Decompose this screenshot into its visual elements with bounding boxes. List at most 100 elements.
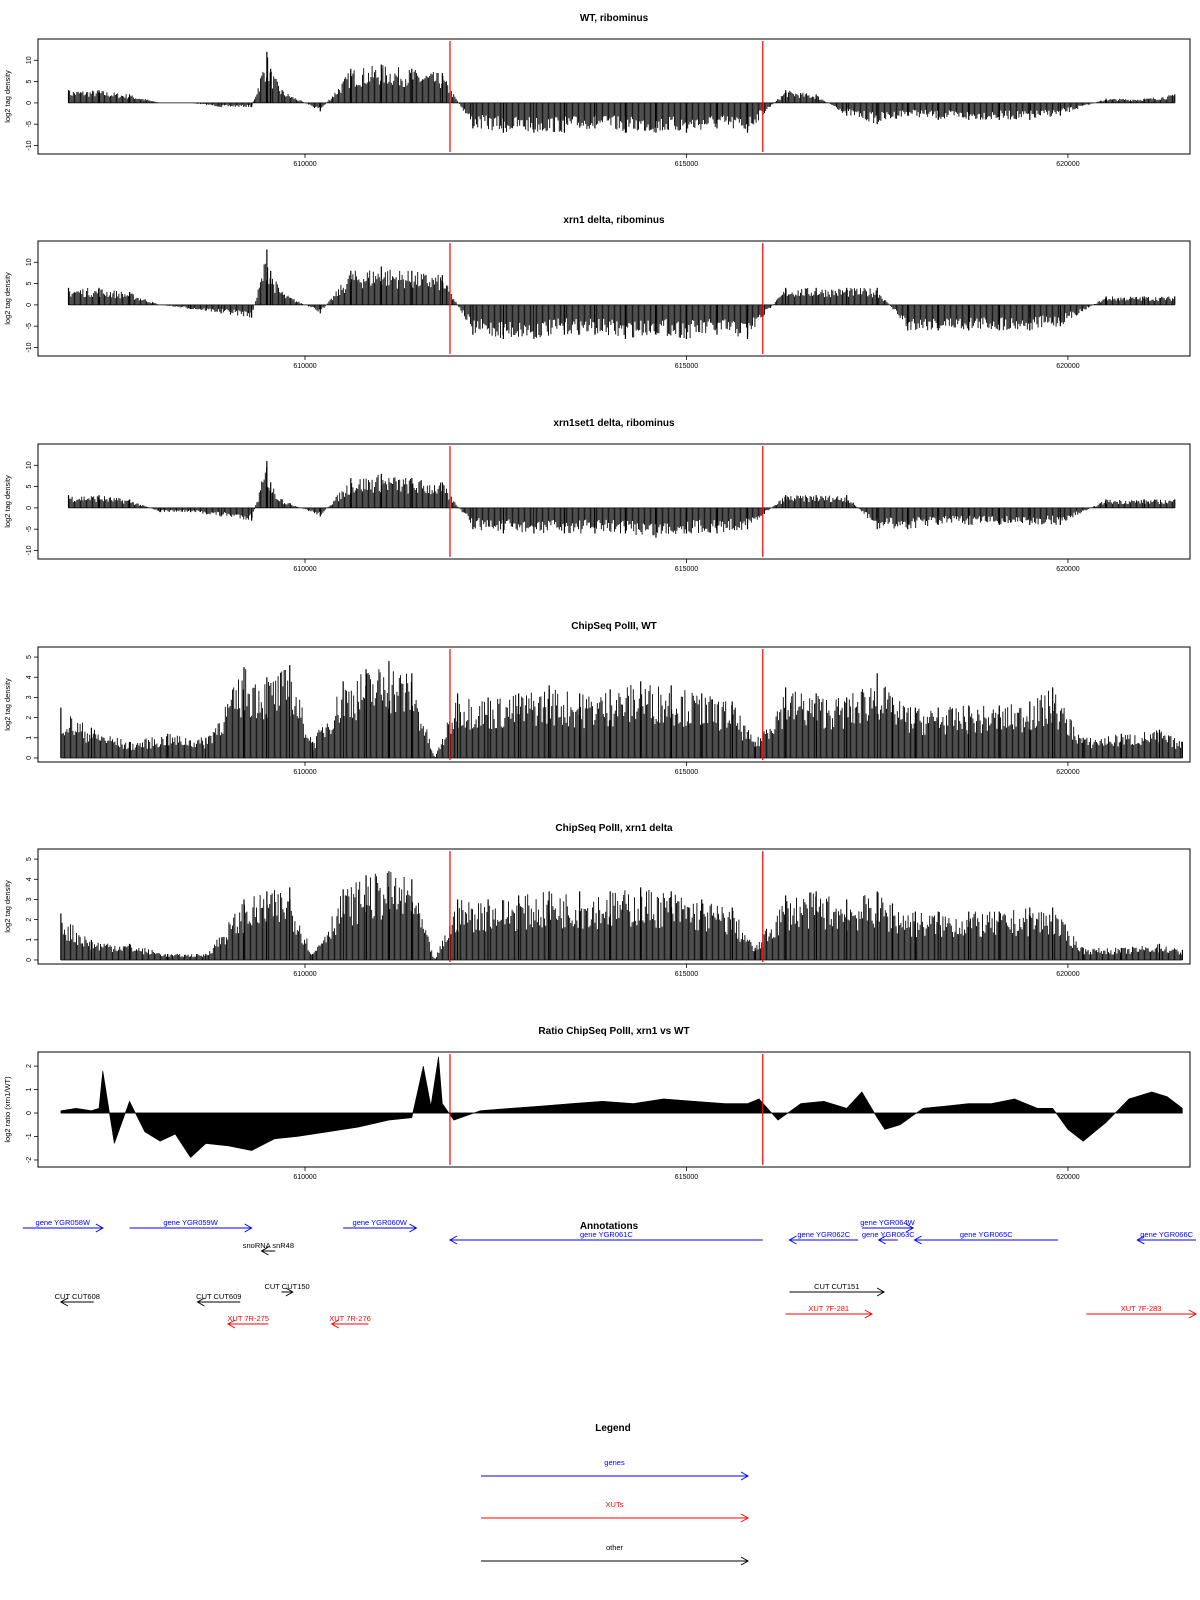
- annotation-label: CUT CUT608: [55, 1292, 100, 1301]
- arrow-head-right: [864, 1309, 873, 1319]
- plot-frame: [37, 848, 1191, 965]
- y-tick-label: -10: [26, 140, 33, 150]
- arrow-head-left: [196, 1297, 205, 1307]
- x-tick-label: 610000: [293, 1174, 316, 1181]
- annotation-label: CUT CUT150: [264, 1282, 309, 1291]
- y-tick-label: 5: [26, 857, 33, 861]
- chart-title: xrn1 delta, ribominus: [563, 215, 665, 226]
- legend-arrow-head: [740, 1471, 750, 1481]
- x-tick-label: 620000: [1056, 363, 1079, 370]
- chart-panel-6: Ratio ChipSeq PolII, xrn1 vs WT log2 rati…: [3, 1026, 1191, 1181]
- annotation-label: XUT 7R-276: [329, 1314, 371, 1323]
- annotation-label: gene YGR065C: [960, 1230, 1013, 1239]
- y-axis-label: log2 tag density: [3, 70, 12, 123]
- arrow-head-right: [1188, 1309, 1198, 1319]
- chart-panel-4: ChipSeq PolII, WT log2 tag density 0 1 2 3 4 5 6…: [3, 621, 1191, 776]
- plot-frame: [37, 1051, 1191, 1168]
- legend-arrow-head: [740, 1513, 750, 1523]
- y-tick-label: 1: [26, 1088, 33, 1092]
- chart-panel-5: ChipSeq PolII, xrn1 delta log2 tag densit…: [3, 823, 1191, 978]
- y-tick-label: 10: [26, 461, 33, 469]
- y-axis-label: log2 tag density: [3, 272, 12, 325]
- y-tick-label: -2: [26, 1157, 33, 1163]
- y-tick-label: -10: [26, 545, 33, 555]
- annotation-label: gene YGR063C: [862, 1230, 915, 1239]
- y-tick-label: 2: [26, 1064, 33, 1068]
- y-tick-label: 3: [26, 695, 33, 699]
- arrow-head-left: [330, 1319, 339, 1329]
- annotation-label: XUT 7F-283: [1121, 1304, 1162, 1313]
- x-tick-label: 615000: [675, 769, 698, 776]
- arrow-head-left: [877, 1235, 886, 1245]
- arrow-head-right: [244, 1223, 253, 1233]
- y-tick-label: 4: [26, 877, 33, 881]
- y-axis-label: log2 tag density: [3, 880, 12, 933]
- arrow-head-right: [409, 1223, 418, 1233]
- y-axis-label: log2 tag density: [3, 678, 12, 731]
- x-tick-label: 610000: [293, 161, 316, 168]
- annotations-track: Annotations gene YGR058W gene YGR059W gene…: [22, 1218, 1198, 1329]
- y-tick-label: -10: [26, 342, 33, 352]
- y-tick-label: 5: [26, 282, 33, 286]
- legend-label: XUTs: [606, 1500, 624, 1509]
- y-tick-label: 2: [26, 716, 33, 720]
- y-tick-label: -5: [26, 121, 33, 127]
- annotation-label: gene YGR059W: [163, 1218, 218, 1227]
- annotation-label: gene YGR064W: [860, 1218, 915, 1227]
- ratio-area: [60, 1056, 1183, 1159]
- y-tick-label: 3: [26, 897, 33, 901]
- annotation-label: XUT 7R-275: [227, 1314, 269, 1323]
- x-tick-label: 610000: [293, 971, 316, 978]
- y-tick-label: 0: [26, 756, 33, 760]
- annotation-label: gene YGR066C: [1140, 1230, 1193, 1239]
- annotation-label: gene YGR060W: [353, 1218, 408, 1227]
- y-tick-label: -5: [26, 526, 33, 532]
- annotation-label: CUT CUT609: [196, 1292, 241, 1301]
- chart-title: Ratio ChipSeq PolII, xrn1 vs WT: [538, 1026, 689, 1037]
- arrow-head-left: [1136, 1235, 1145, 1245]
- x-tick-label: 615000: [675, 1174, 698, 1181]
- y-tick-label: -5: [26, 323, 33, 329]
- arrow-head-left: [226, 1319, 236, 1329]
- annotations-title: Annotations: [580, 1221, 639, 1232]
- x-tick-label: 610000: [293, 363, 316, 370]
- y-tick-label: 10: [26, 56, 33, 64]
- arrow-head-left: [448, 1235, 458, 1245]
- annotation-label: gene YGR058W: [36, 1218, 91, 1227]
- y-tick-label: 1: [26, 736, 33, 740]
- legend-arrow-head: [740, 1556, 750, 1566]
- legend-title: Legend: [595, 1423, 631, 1434]
- x-tick-label: 615000: [675, 566, 698, 573]
- annotation-label: XUT 7F-281: [808, 1304, 849, 1313]
- x-tick-label: 620000: [1056, 161, 1079, 168]
- arrow-head-left: [913, 1235, 922, 1245]
- y-tick-label: 1: [26, 938, 33, 942]
- arrow-head-left: [788, 1235, 797, 1245]
- y-tick-label: 0: [26, 303, 33, 307]
- chart-panel-2: xrn1 delta, ribominus log2 tag density -10…: [3, 215, 1191, 370]
- x-tick-label: 610000: [293, 769, 316, 776]
- arrow-head-left: [260, 1246, 269, 1256]
- y-tick-label: 4: [26, 675, 33, 679]
- plot-frame: [37, 443, 1191, 560]
- y-axis-label: log2 tag density: [3, 475, 12, 528]
- chart-panel-3: xrn1set1 delta, ribominus log2 tag densit…: [3, 418, 1191, 573]
- x-tick-label: 610000: [293, 566, 316, 573]
- x-tick-label: 615000: [675, 363, 698, 370]
- legend-label: genes: [604, 1458, 625, 1467]
- y-tick-label: -1: [26, 1133, 33, 1139]
- legend: Legend genes XUTs other: [481, 1423, 750, 1566]
- plot-frame: [37, 240, 1191, 357]
- y-tick-label: 0: [26, 958, 33, 962]
- y-tick-label: 10: [26, 258, 33, 266]
- chart-title: ChipSeq PolII, xrn1 delta: [555, 823, 673, 834]
- y-tick-label: 0: [26, 101, 33, 105]
- x-tick-label: 620000: [1056, 971, 1079, 978]
- annotation-label: snoRNA snR48: [243, 1241, 294, 1250]
- x-tick-label: 615000: [675, 971, 698, 978]
- y-tick-label: 0: [26, 1111, 33, 1115]
- arrow-head-right: [876, 1287, 886, 1297]
- arrow-head-left: [59, 1297, 69, 1307]
